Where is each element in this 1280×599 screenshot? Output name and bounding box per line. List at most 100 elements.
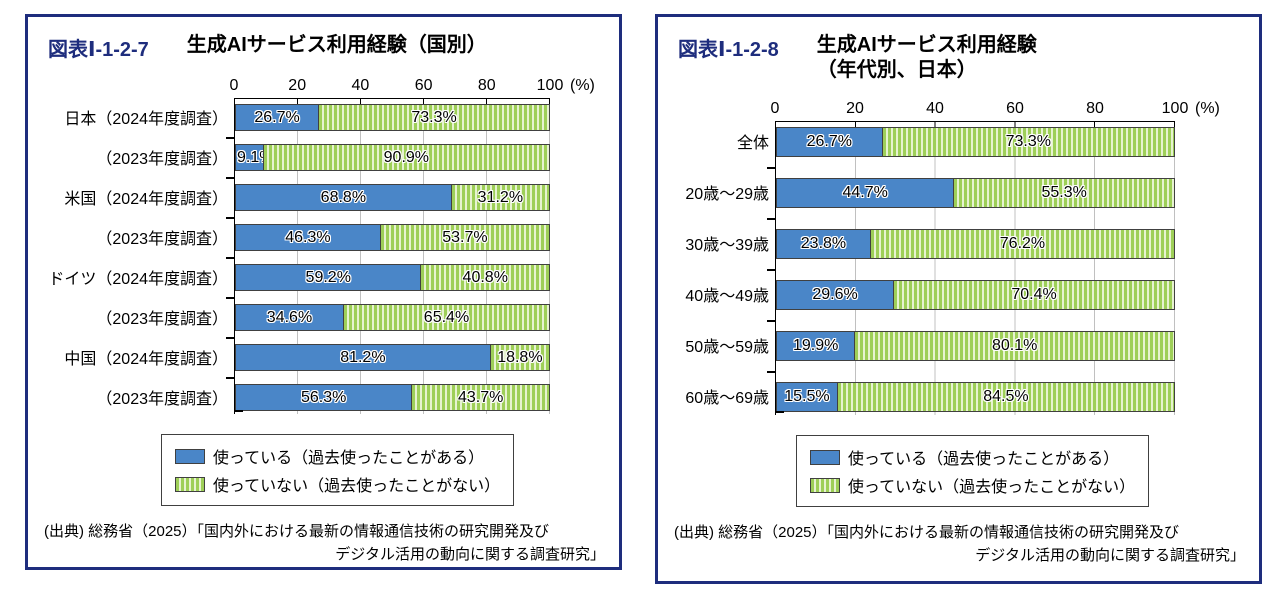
plot-area: 26.7% 73.3% 44.7% 55.3% 23.8% 76.2% 29.6% 70.4%… [766,121,1175,415]
figure-title: 生成AIサービス利用経験 （年代別、日本） [817,33,1037,83]
unused-segment: 18.8% [489,344,550,371]
unused-value-label: 18.8% [497,348,543,366]
bar-row: 23.8% 76.2% [776,229,1175,259]
legend-swatch-used [174,448,205,464]
category-label: （2023年度調査） [96,150,228,168]
unused-value-label: 76.2% [999,235,1046,252]
y-axis-tick [225,256,234,259]
unused-value-label: 84.5% [983,388,1029,405]
category-label: （2023年度調査） [96,230,228,248]
plot-column: (%) 0 20 40 60 80 100 26.7% 73.3% 9.1% 90.9% 68.8… [225,70,595,414]
bar-row: 46.3% 53.7% [235,224,550,251]
legend: 使っている（過去使ったことがある） 使っていない（過去使ったことがない） [160,434,515,506]
y-axis-bottom-tick [774,411,784,413]
used-segment: 34.6% [235,304,344,331]
y-axis-tick [225,176,234,179]
legend-swatch-notused [809,477,840,493]
unused-segment: 73.3% [881,127,1175,157]
unused-value-label: 73.3% [411,108,457,126]
used-segment: 15.5% [776,382,838,412]
used-value-label: 46.3% [285,228,331,246]
used-segment: 29.6% [776,280,895,310]
legend: 使っている（過去使ったことがある） 使っていない（過去使ったことがない） [795,435,1150,507]
source-line-1: (出典) 総務省（2025）「国内外における最新の情報通信技術の研究開発及び [44,523,550,540]
figure-title-line: 生成AIサービス利用経験 [816,34,1037,56]
x-axis-tick-label: 60 [414,77,433,94]
x-axis-tick-label: 20 [846,100,864,117]
used-value-label: 26.7% [254,108,300,126]
unused-segment: 43.7% [411,384,550,411]
category-labels: 全体 20歳～29歳 30歳～39歳 40歳～49歳 50歳～59歳 60歳～69歳 [658,91,775,415]
y-axis-tick [225,336,234,339]
y-axis-tick [225,296,234,299]
used-value-label: 44.7% [842,184,888,201]
y-axis-tick [766,217,775,220]
figure-title-line: （年代別、日本） [816,59,977,81]
unused-segment: 70.4% [893,280,1175,310]
category-label: 40歳～49歳 [685,288,769,305]
y-axis-tick [225,216,234,219]
bar-row: 26.7% 73.3% [776,127,1175,157]
x-axis-unit: (%) [1195,100,1220,117]
legend-label-used: 使っている（過去使ったことがある） [847,451,1120,468]
bar-chart-by-age: 全体 20歳～29歳 30歳～39歳 40歳～49歳 50歳～59歳 60歳～69歳 (%… [658,91,1259,415]
category-label: 20歳～29歳 [685,186,769,203]
used-segment: 68.8% [235,184,452,211]
bar-row: 59.2% 40.8% [235,264,550,291]
legend-row-notused: 使っていない（過去使ったことがない） [809,473,1135,497]
legend-row-used: 使っている（過去使ったことがある） [809,445,1135,469]
x-axis-tick-label: 0 [229,77,239,94]
unused-segment: 55.3% [953,178,1175,208]
figure-title-line: 生成AIサービス利用経験（国別） [186,34,487,56]
y-axis-tick [766,370,775,373]
x-axis-tick-label: 0 [770,100,780,117]
unused-segment: 84.5% [836,382,1175,412]
category-label: ドイツ（2024年度調査） [48,270,228,288]
source-line-2: デジタル活用の動向に関する調査研究」 [335,546,605,564]
bar-row: 15.5% 84.5% [776,382,1175,412]
y-axis-tick [225,376,234,379]
figure-panel-by-age: 図表Ⅰ-1-2-8 生成AIサービス利用経験 （年代別、日本） 全体 20歳～29… [655,14,1262,584]
unused-value-label: 31.2% [477,188,524,206]
used-segment: 56.3% [235,384,413,411]
used-segment: 19.9% [776,331,856,361]
category-label: 60歳～69歳 [685,390,769,407]
category-label: 米国（2024年度調査） [64,190,228,208]
used-value-label: 59.2% [305,268,351,286]
legend-label-notused: 使っていない（過去使ったことがない） [212,478,501,495]
y-axis-bottom-tick [233,410,243,412]
x-axis-tick-label: 60 [1006,100,1024,117]
figure-title: 生成AIサービス利用経験（国別） [187,33,487,58]
used-segment: 44.7% [776,178,955,208]
bar-row: 68.8% 31.2% [235,184,550,211]
unused-segment: 76.2% [869,229,1175,259]
x-axis-tick-label: 40 [351,77,370,94]
source-citation: (出典) 総務省（2025）「国内外における最新の情報通信技術の研究開発及び デ… [28,520,619,567]
used-segment: 9.1% [235,144,273,171]
unused-value-label: 73.3% [1005,133,1051,150]
unused-value-label: 53.7% [442,228,488,246]
unused-value-label: 40.8% [462,268,508,286]
unused-segment: 73.3% [318,104,550,131]
bar-row: 81.2% 18.8% [235,344,550,371]
used-segment: 23.8% [776,229,871,259]
legend-row-used: 使っている（過去使ったことがある） [174,444,500,468]
bar-chart-by-country: 日本（2024年度調査） （2023年度調査） 米国（2024年度調査） （2023年… [28,70,619,414]
source-citation: (出典) 総務省（2025）「国内外における最新の情報通信技術の研究開発及び デ… [658,521,1259,568]
unused-value-label: 90.9% [383,148,430,166]
plot-column: (%) 0 20 40 60 80 100 26.7% 73.3% 44.7% 55.3% 23.… [766,91,1220,415]
unused-segment: 90.9% [262,144,550,171]
x-axis-tick-label: 80 [477,77,496,94]
bar-row: 34.6% 65.4% [235,304,550,331]
category-label: 30歳～39歳 [685,237,769,254]
used-segment: 46.3% [235,224,381,251]
bar-row: 29.6% 70.4% [776,280,1175,310]
unused-value-label: 43.7% [457,388,504,406]
category-label: 中国（2024年度調査） [64,350,228,368]
y-axis-tick [766,268,775,271]
x-axis-tick-label: 80 [1086,100,1104,117]
figure-panel-by-country: 図表Ⅰ-1-2-7 生成AIサービス利用経験（国別） 日本（2024年度調査） （… [25,14,622,570]
x-axis: (%) 0 20 40 60 80 100 [771,91,1220,121]
used-value-label: 23.8% [800,235,847,252]
